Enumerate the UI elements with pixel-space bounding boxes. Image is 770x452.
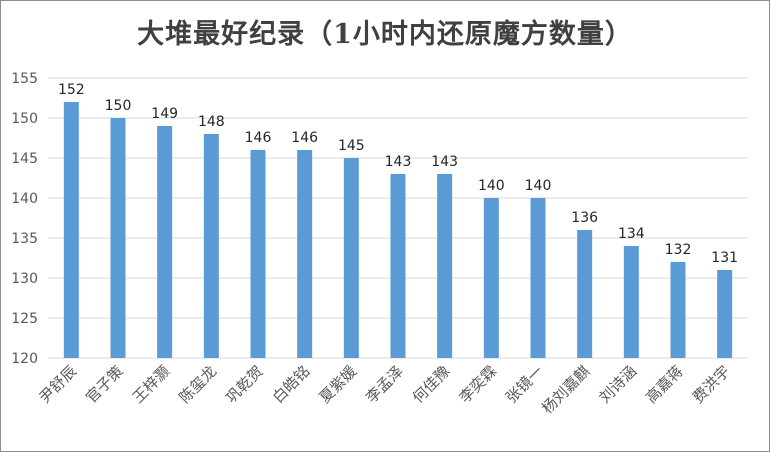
bar bbox=[250, 150, 266, 358]
bar bbox=[530, 198, 546, 358]
category-label: 巩乾贺 bbox=[222, 362, 267, 407]
category-label: 李奕霖 bbox=[456, 362, 501, 407]
data-label: 140 bbox=[525, 178, 552, 194]
category-label: 王梓灏 bbox=[129, 362, 174, 407]
category-label: 尹舒辰 bbox=[36, 362, 81, 407]
bar bbox=[717, 270, 733, 358]
data-label: 134 bbox=[618, 226, 645, 242]
category-label: 高嘉蒋 bbox=[642, 362, 687, 407]
data-label: 146 bbox=[245, 130, 272, 146]
bar bbox=[157, 126, 173, 358]
category-label: 杨刘嘉麒 bbox=[538, 362, 593, 417]
data-label: 140 bbox=[478, 178, 505, 194]
y-tick-label: 125 bbox=[11, 311, 38, 327]
bar bbox=[203, 134, 219, 358]
data-label: 136 bbox=[571, 210, 598, 226]
y-tick-label: 130 bbox=[11, 271, 38, 287]
category-label: 白皓铭 bbox=[269, 362, 314, 407]
bar bbox=[483, 198, 499, 358]
data-label: 132 bbox=[665, 242, 692, 258]
y-tick-label: 145 bbox=[11, 151, 38, 167]
category-label: 夏紫媛 bbox=[316, 362, 361, 407]
data-label: 148 bbox=[198, 114, 225, 130]
category-label: 费洪宇 bbox=[689, 362, 734, 407]
data-label: 150 bbox=[105, 98, 132, 114]
bar bbox=[623, 246, 639, 358]
bar bbox=[670, 262, 686, 358]
y-tick-label: 135 bbox=[11, 231, 38, 247]
chart-title: 大堆最好纪录（1小时内还原魔方数量） bbox=[137, 19, 633, 50]
y-tick-label: 120 bbox=[11, 351, 38, 367]
category-label: 官子策 bbox=[82, 362, 127, 407]
category-label: 何佳豫 bbox=[409, 362, 454, 407]
category-label: 陈玺龙 bbox=[176, 362, 221, 407]
data-label: 152 bbox=[58, 82, 85, 98]
bar bbox=[343, 158, 359, 358]
y-tick-label: 155 bbox=[11, 71, 38, 87]
bar bbox=[110, 118, 126, 358]
bars bbox=[63, 102, 733, 358]
data-labels: 152 150 149 148 146 146 145 143 143 140 140 136 134 1… bbox=[58, 82, 738, 266]
category-label: 张镜一 bbox=[502, 362, 547, 407]
bar bbox=[390, 174, 406, 358]
data-label: 143 bbox=[431, 154, 458, 170]
data-label: 146 bbox=[291, 130, 318, 146]
bar bbox=[63, 102, 79, 358]
data-label: 143 bbox=[385, 154, 412, 170]
data-label: 149 bbox=[151, 106, 178, 122]
bar bbox=[437, 174, 453, 358]
y-axis-ticks: 120 125 130 135 140 145 150 155 bbox=[11, 71, 38, 367]
data-label: 145 bbox=[338, 138, 365, 154]
category-label: 刘诗涵 bbox=[596, 362, 641, 407]
bar bbox=[577, 230, 593, 358]
y-tick-label: 150 bbox=[11, 111, 38, 127]
y-tick-label: 140 bbox=[11, 191, 38, 207]
data-label: 131 bbox=[711, 250, 738, 266]
category-label: 李孟泽 bbox=[362, 362, 407, 407]
bar bbox=[297, 150, 313, 358]
